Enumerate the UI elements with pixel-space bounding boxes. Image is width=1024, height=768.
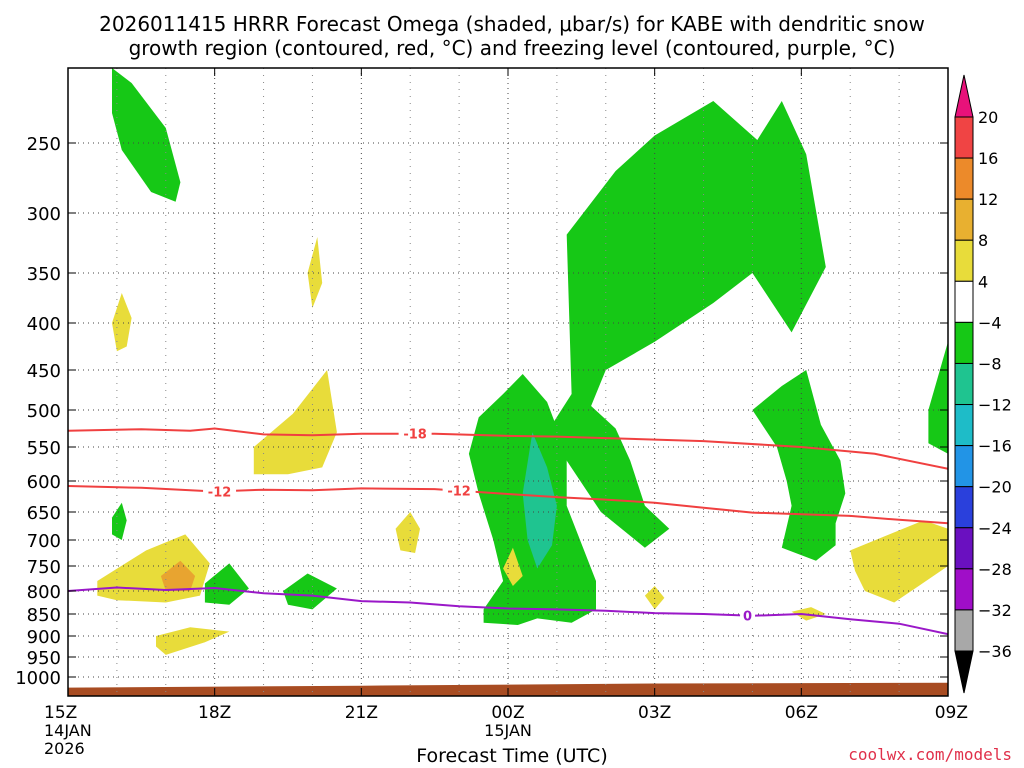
omega-region-16 bbox=[644, 586, 665, 610]
omega-region-17 bbox=[850, 520, 948, 603]
y-tick-label-1000: 1000 bbox=[15, 668, 61, 689]
y-tick-label-350: 350 bbox=[27, 264, 61, 285]
y-tick-label-400: 400 bbox=[27, 314, 61, 335]
colorbar-bin-12 bbox=[954, 609, 974, 652]
colorbar-bin-3 bbox=[954, 239, 974, 282]
contour-label--12-1: -12 bbox=[447, 485, 471, 500]
colorbar-label-1: 16 bbox=[978, 149, 998, 168]
omega-region-3 bbox=[752, 370, 846, 561]
colorbar-label-3: 8 bbox=[978, 231, 988, 250]
omega-region-15 bbox=[503, 547, 523, 586]
omega-region-8 bbox=[522, 432, 557, 569]
colorbar-bin-9 bbox=[954, 486, 974, 529]
contour-label-bg--18-0 bbox=[398, 425, 432, 442]
y-tick-label-900: 900 bbox=[27, 627, 61, 648]
y-tick-label-950: 950 bbox=[27, 648, 61, 669]
y-tick-label-500: 500 bbox=[27, 401, 61, 422]
x-tick-sub1-0: 14JAN bbox=[44, 721, 92, 740]
y-tick-label-800: 800 bbox=[27, 582, 61, 603]
plot-area: -18 -12 -12 0 bbox=[68, 68, 948, 696]
contour-label-0-0: 0 bbox=[743, 610, 752, 625]
omega-region-1 bbox=[547, 101, 826, 548]
colorbar-bin-7 bbox=[954, 404, 974, 447]
colorbar-label-10: −24 bbox=[978, 519, 1012, 538]
colorbar-label-12: −32 bbox=[978, 601, 1012, 620]
omega-region-10 bbox=[307, 237, 323, 308]
x-axis-label: Forecast Time (UTC) bbox=[416, 745, 608, 767]
colorbar-bin-10 bbox=[954, 527, 974, 570]
y-tick-label-850: 850 bbox=[27, 605, 61, 626]
contour-line--12 bbox=[68, 485, 948, 525]
x-tick-label-9: 00Z bbox=[491, 703, 524, 723]
y-tick-label-700: 700 bbox=[27, 531, 61, 552]
contour-label-bg--12-0 bbox=[203, 483, 237, 500]
omega-region-5 bbox=[204, 563, 249, 605]
colorbar-bottom-arrow bbox=[954, 650, 974, 694]
y-tick-label-450: 450 bbox=[27, 361, 61, 382]
colorbar-label-8: −16 bbox=[978, 437, 1012, 456]
omega-region-0 bbox=[112, 68, 181, 202]
omega-region-14 bbox=[395, 512, 420, 553]
colorbar-bin-2 bbox=[954, 198, 974, 241]
y-tick-label-550: 550 bbox=[27, 438, 61, 459]
x-tick-label-6: 21Z bbox=[345, 703, 378, 723]
omega-region-7 bbox=[112, 502, 127, 540]
credit-text: coolwx.com/models bbox=[848, 745, 1012, 764]
x-tick-sub1-9: 15JAN bbox=[484, 721, 532, 740]
x-tick-label-0: 15Z bbox=[44, 703, 77, 723]
colorbar-label-13: −36 bbox=[978, 642, 1012, 661]
colorbar-label-5: −4 bbox=[978, 313, 1002, 332]
colorbar-label-0: 20 bbox=[978, 108, 998, 127]
colorbar-label-9: −20 bbox=[978, 478, 1012, 497]
colorbar-bin-8 bbox=[954, 445, 974, 488]
colorbar-bin-1 bbox=[954, 157, 974, 200]
colorbar-bin-5 bbox=[954, 321, 974, 364]
omega-region-19 bbox=[160, 560, 196, 591]
chart-title-line2: growth region (contoured, red, °C) and f… bbox=[128, 36, 896, 60]
contour-label--18-0: -18 bbox=[403, 428, 427, 443]
x-tick-label-18: 09Z bbox=[935, 703, 968, 723]
omega-region-9 bbox=[112, 293, 132, 352]
chart-title-line1: 2026011415 HRRR Forecast Omega (shaded, … bbox=[99, 12, 925, 36]
colorbar-label-2: 12 bbox=[978, 190, 998, 209]
colorbar-bin-6 bbox=[954, 362, 974, 406]
colorbar-label-7: −12 bbox=[978, 396, 1012, 415]
contour-label-bg-0-0 bbox=[740, 607, 756, 624]
colorbar-label-6: −8 bbox=[978, 354, 1002, 373]
y-tick-label-250: 250 bbox=[27, 134, 61, 155]
y-tick-label-750: 750 bbox=[27, 557, 61, 578]
contour-line-0 bbox=[68, 586, 948, 636]
omega-region-11 bbox=[253, 370, 337, 475]
contour-label-bg--12-1 bbox=[442, 482, 476, 499]
colorbar-bin-11 bbox=[954, 568, 974, 611]
x-tick-sub2-0: 2026 bbox=[44, 739, 85, 758]
x-tick-label-12: 03Z bbox=[638, 703, 671, 723]
colorbar-top-arrow bbox=[954, 74, 974, 118]
x-tick-label-3: 18Z bbox=[198, 703, 231, 723]
contour-line--18 bbox=[68, 427, 948, 470]
colorbar-label-11: −28 bbox=[978, 560, 1012, 579]
colorbar-bin-0 bbox=[954, 116, 974, 159]
omega-region-12 bbox=[97, 534, 210, 603]
omega-region-6 bbox=[283, 573, 337, 610]
omega-region-4 bbox=[928, 341, 948, 454]
x-tick-label-15: 06Z bbox=[785, 703, 818, 723]
y-tick-label-650: 650 bbox=[27, 503, 61, 524]
contour-label--12-0: -12 bbox=[208, 485, 232, 500]
omega-region-13 bbox=[156, 627, 230, 655]
colorbar-label-4: 4 bbox=[978, 272, 988, 291]
colorbar-bin-4 bbox=[954, 280, 974, 323]
y-tick-label-300: 300 bbox=[27, 204, 61, 225]
y-tick-label-600: 600 bbox=[27, 472, 61, 493]
